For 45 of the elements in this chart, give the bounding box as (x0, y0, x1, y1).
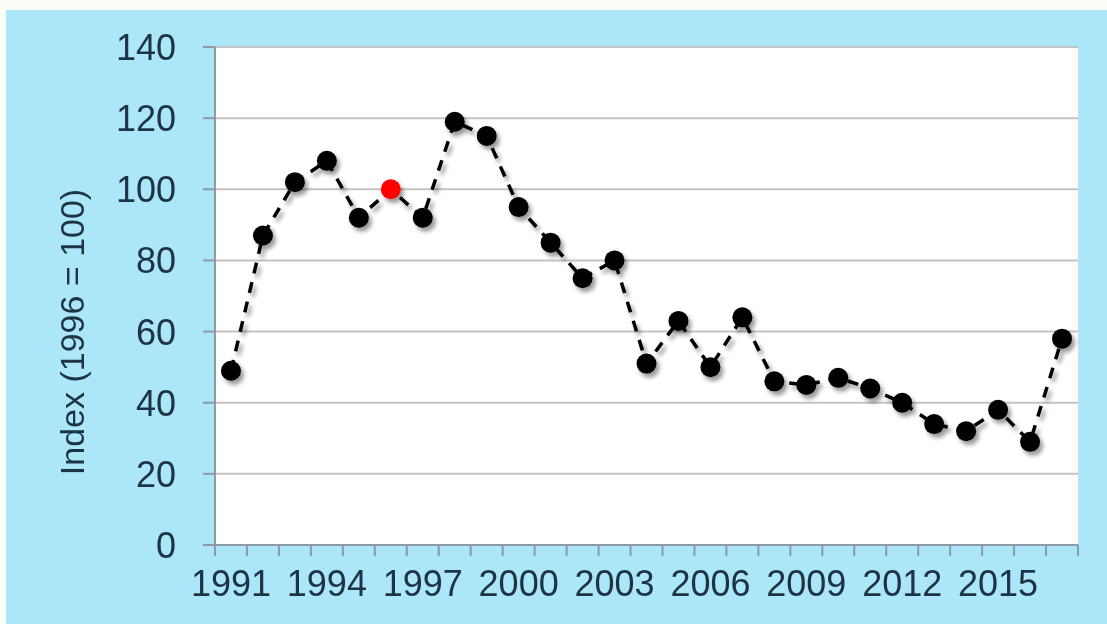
point (956, 421, 977, 442)
y-axis-title: Index (1996 = 100) (53, 188, 91, 476)
point (700, 357, 721, 378)
point (828, 367, 849, 388)
point (476, 125, 497, 146)
point (412, 207, 433, 228)
point (508, 197, 529, 218)
x-tick-label: 1994 (286, 563, 367, 604)
point (1052, 328, 1073, 349)
y-tick-label: 0 (155, 524, 176, 566)
point (860, 378, 881, 399)
point (220, 360, 241, 381)
point (572, 268, 593, 289)
y-tick-label: 40 (135, 382, 176, 424)
point (732, 307, 753, 328)
point (636, 353, 657, 374)
y-tick-label: 80 (135, 240, 176, 282)
x-tick-label: 1997 (382, 563, 463, 604)
point (668, 310, 689, 331)
point (796, 374, 817, 395)
x-tick-label: 2006 (670, 563, 751, 604)
point (284, 172, 305, 193)
x-tick-label: 2009 (766, 563, 847, 604)
x-tick-label: 2012 (862, 563, 943, 604)
x-tick-label: 1991 (190, 563, 272, 604)
point (380, 179, 401, 200)
point (924, 414, 945, 435)
y-tick-label: 100 (115, 169, 176, 211)
point (1020, 431, 1041, 452)
point (252, 225, 273, 246)
point (988, 399, 1009, 420)
point (348, 207, 369, 228)
point (764, 371, 785, 392)
point (444, 111, 465, 132)
point (316, 150, 337, 171)
x-tick-label: 2000 (478, 563, 559, 604)
y-tick-label: 140 (115, 26, 176, 68)
point (540, 232, 561, 253)
x-tick-label: 2003 (574, 563, 655, 604)
y-tick-label: 20 (135, 453, 176, 495)
x-tick-label: 2015 (958, 563, 1039, 604)
y-tick-label: 120 (115, 98, 176, 140)
y-tick-label: 60 (135, 311, 176, 353)
point (892, 392, 913, 413)
point (604, 250, 625, 271)
